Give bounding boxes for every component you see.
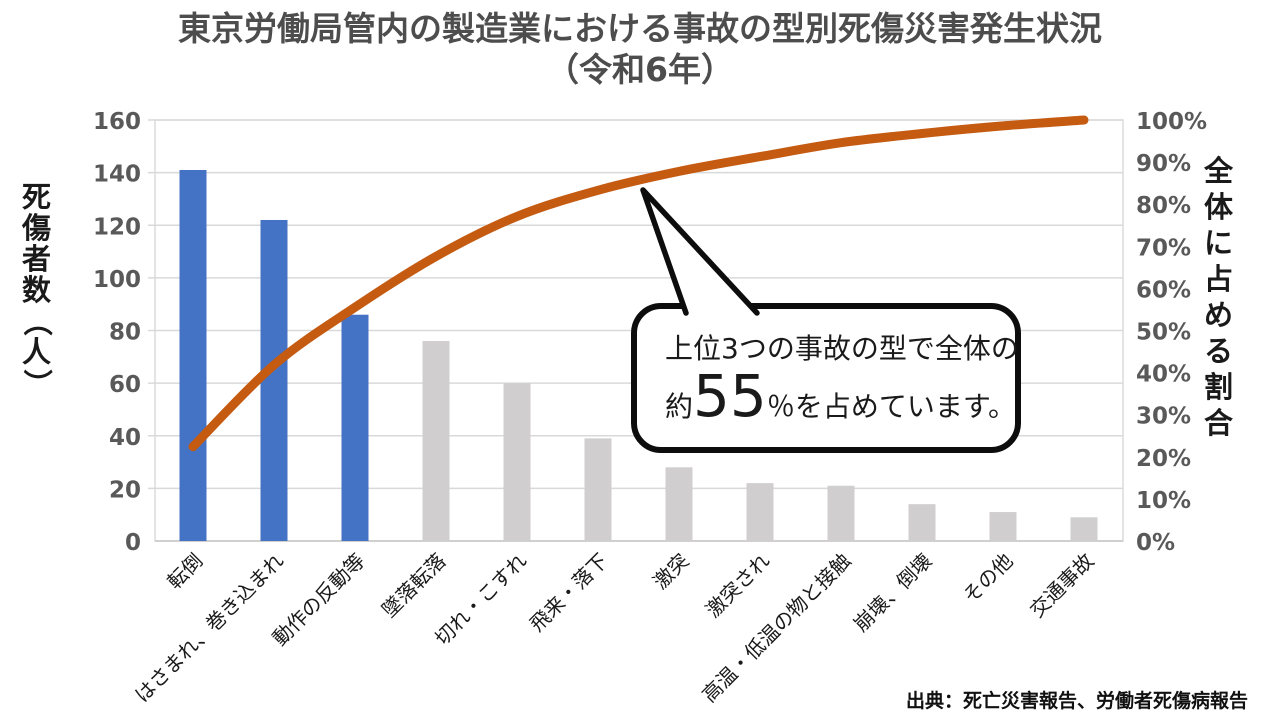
bar-7 xyxy=(665,467,693,541)
right-axis-tick-label: 90% xyxy=(1136,151,1191,177)
left-axis-tick-label: 60 xyxy=(109,372,141,398)
callout-bubble: 上位3つの事故の型で全体の 約 55 ％を占めています。 xyxy=(631,303,1021,453)
chart-title: 東京労働局管内の製造業における事故の型別死傷災害発生状況 （令和6年） xyxy=(0,8,1280,90)
bar-6 xyxy=(584,438,612,541)
bar-12 xyxy=(1070,517,1098,541)
axis-title-char: 傷 xyxy=(22,211,52,245)
callout-big-number: 55 xyxy=(693,362,767,430)
bar-3 xyxy=(341,314,369,541)
axis-title-char: 割 xyxy=(1204,370,1234,404)
axis-title-char: 体 xyxy=(1204,190,1234,224)
axis-title-char: 全 xyxy=(1204,154,1234,188)
bar-10 xyxy=(908,504,936,541)
category-label-8: 激突され xyxy=(701,549,775,623)
axis-title-char: 人 xyxy=(22,335,52,369)
left-axis-tick-label: 120 xyxy=(93,214,141,240)
axis-title-char: る xyxy=(1204,334,1234,368)
left-axis-tick-label: 140 xyxy=(93,162,141,188)
right-axis-tick-label: 100% xyxy=(1136,109,1207,135)
axis-title-char: に xyxy=(1204,226,1234,260)
right-axis-tick-label: 60% xyxy=(1136,277,1191,303)
callout-text-line1: 上位3つの事故の型で全体の xyxy=(665,332,1019,365)
chart-title-line1: 東京労働局管内の製造業における事故の型別死傷災害発生状況 xyxy=(178,9,1102,48)
category-label-6: 飛来・落下 xyxy=(525,549,613,637)
category-label-9: 高温・低温の物と接触 xyxy=(697,549,855,707)
bar-11 xyxy=(989,512,1017,541)
right-axis-tick-label: 50% xyxy=(1136,320,1191,346)
source-note: 出典：死亡災害報告、労働者死傷病報告 xyxy=(905,690,1248,712)
bar-2 xyxy=(260,219,288,542)
right-axis-tick-label: 0% xyxy=(1136,530,1175,556)
axis-title-char: 数 xyxy=(22,273,52,307)
callout-prefix: 約 xyxy=(665,390,694,423)
right-axis-tick-label: 80% xyxy=(1136,193,1191,219)
category-label-7: 激突 xyxy=(648,549,693,594)
left-axis-tick-label: 40 xyxy=(109,425,141,451)
left-axis-tick-label: 20 xyxy=(109,477,141,503)
category-label-2: はさまれ、巻き込まれ xyxy=(130,549,289,708)
right-axis-tick-label: 20% xyxy=(1136,446,1191,472)
bar-1 xyxy=(179,169,207,541)
chart-title-line2: （令和6年） xyxy=(546,50,734,89)
category-label-10: 崩壊、倒壊 xyxy=(849,549,937,637)
axis-title-char: 合 xyxy=(1204,406,1234,440)
right-axis-tick-label: 40% xyxy=(1136,362,1191,388)
axis-title-char: め xyxy=(1204,298,1234,332)
axis-title-char: 死 xyxy=(22,180,52,214)
left-axis-tick-label: 0 xyxy=(125,530,141,556)
left-axis-title: 死傷者数（人） xyxy=(20,180,54,399)
right-axis-tick-label: 70% xyxy=(1136,235,1191,261)
bar-5 xyxy=(503,383,531,541)
right-axis-tick-label: 30% xyxy=(1136,404,1191,430)
right-axis-tick-label: 10% xyxy=(1136,488,1191,514)
callout-suffix: ％を占めています。 xyxy=(766,390,1017,423)
category-label-11: その他 xyxy=(958,549,1017,608)
bar-8 xyxy=(746,483,774,541)
right-axis-title: 全体に占める割合 xyxy=(1204,153,1233,441)
axis-title-char: 占 xyxy=(1204,262,1234,296)
bar-4 xyxy=(422,341,450,541)
left-axis-tick-label: 160 xyxy=(93,109,141,135)
left-axis-tick-label: 100 xyxy=(93,267,141,293)
axis-title-char: 者 xyxy=(22,242,52,276)
category-label-12: 交通事故 xyxy=(1025,549,1099,623)
bar-9 xyxy=(827,485,855,541)
callout-text-line2: 約 55 ％を占めています。 xyxy=(665,361,1016,431)
left-axis-tick-label: 80 xyxy=(109,320,141,346)
cumulative-line xyxy=(188,115,1089,452)
category-label-1: 転倒 xyxy=(162,549,207,594)
category-label-4: 墜落転落 xyxy=(377,549,451,623)
